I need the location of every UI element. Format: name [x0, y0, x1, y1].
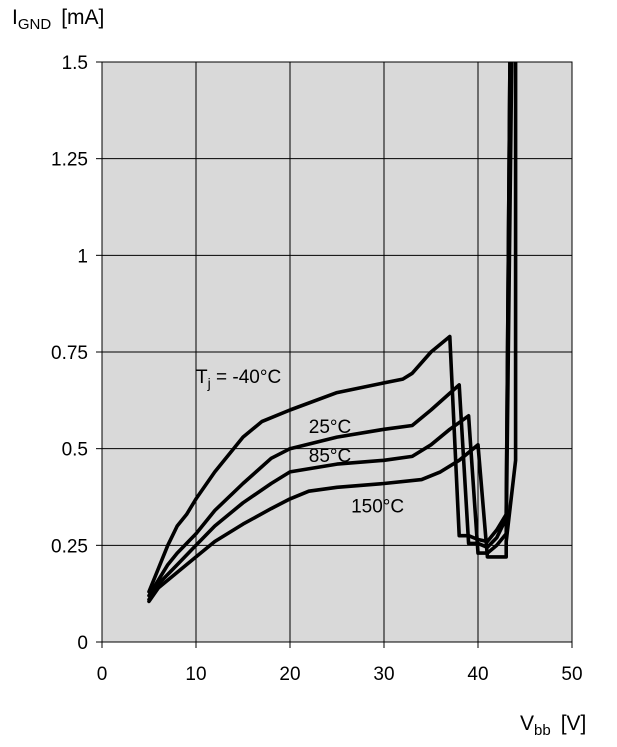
- x-tick-label: 10: [185, 664, 206, 685]
- y-tick-label: 0.75: [51, 343, 88, 364]
- annotation-tj-main: T: [196, 367, 208, 388]
- x-tick-label: 30: [373, 664, 394, 685]
- y-axis-label-unit: [mA]: [61, 6, 105, 29]
- x-tick-label: 40: [467, 664, 488, 685]
- x-tick-label: 20: [279, 664, 300, 685]
- y-tick-label: 1.25: [51, 150, 88, 171]
- axis-ticks: 0 10 20 30 40 50 0 0.25 0.5 0.75 1 1.25 1.5: [51, 53, 583, 685]
- y-tick-label: 0: [77, 633, 88, 654]
- annotation-tj-sub: j: [207, 375, 211, 391]
- x-axis-label-main: V: [520, 712, 535, 735]
- series-line-0: [147, 62, 512, 594]
- y-tick-label: 0.25: [51, 536, 88, 557]
- annotation-tj: Tj = -40°C: [196, 367, 281, 391]
- annotations: Tj = -40°C 25°C 85°C 150°C: [196, 367, 404, 518]
- annotation-tj-rest: = -40°C: [211, 367, 281, 388]
- series-lines: [147, 62, 518, 604]
- y-tick-label: 1.5: [62, 53, 88, 74]
- y-axis-label-sub: GND: [17, 16, 52, 33]
- x-axis-label-sub: bb: [534, 722, 551, 739]
- y-tick-label: 0.5: [62, 440, 88, 461]
- x-tick-label: 0: [97, 664, 108, 685]
- x-tick-label: 50: [561, 664, 582, 685]
- x-axis-label: Vbb [V]: [520, 712, 587, 739]
- y-axis-label-main: I: [12, 6, 18, 29]
- annotation-t150: 150°C: [351, 496, 404, 517]
- annotation-t25: 25°C: [309, 417, 351, 438]
- annotation-t85: 85°C: [309, 446, 351, 467]
- y-axis-label: IGND [mA]: [12, 6, 105, 33]
- series-line-3: [147, 62, 518, 604]
- y-tick-label: 1: [77, 246, 88, 267]
- x-axis-label-unit: [V]: [560, 712, 587, 735]
